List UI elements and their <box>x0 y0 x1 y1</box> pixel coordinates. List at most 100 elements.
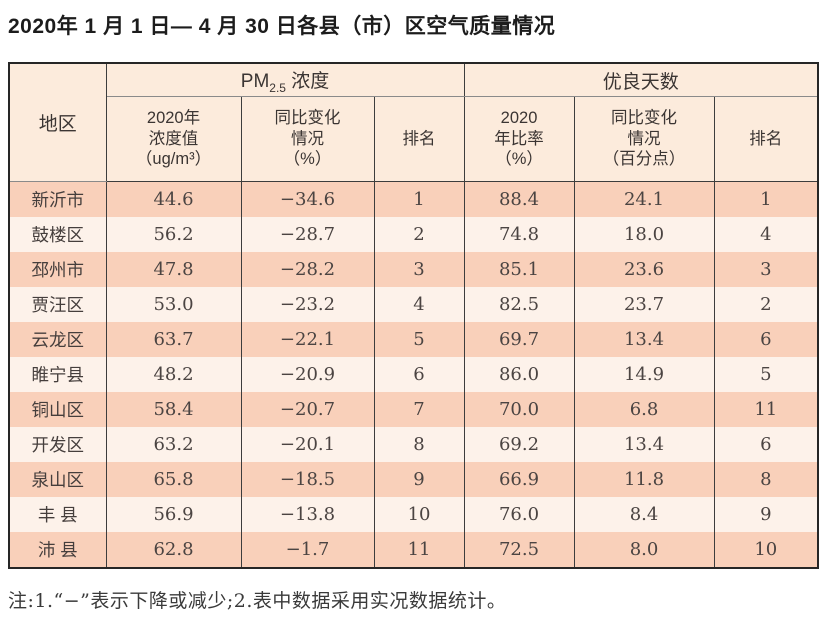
table-footnote: 注:1.“−”表示下降或减少;2.表中数据采用实况数据统计。 <box>8 590 507 612</box>
table-row: 睢宁县 48.2 −20.9 6 86.0 14.9 5 <box>8 357 819 392</box>
good-rank-cell: 4 <box>713 217 819 252</box>
good-change-cell: 8.0 <box>573 532 715 568</box>
good-change-cell: 13.4 <box>573 322 715 357</box>
pm25-label-main: PM <box>240 70 270 92</box>
pm-value-cell: 56.9 <box>105 497 242 532</box>
table-row: 云龙区 63.7 −22.1 5 69.7 13.4 6 <box>8 322 819 357</box>
good-ratio-cell: 66.9 <box>463 462 575 497</box>
region-cell: 新沂市 <box>8 181 107 217</box>
table-row: 开发区 63.2 −20.1 8 69.2 13.4 6 <box>8 427 819 462</box>
good-change-cell: 6.8 <box>573 392 715 427</box>
pm-value-cell: 62.8 <box>105 532 242 568</box>
pm-value-cell: 44.6 <box>105 181 242 217</box>
pm-change-cell: −23.2 <box>240 287 375 322</box>
col-group-good-days: 优良天数 <box>463 63 819 97</box>
pm25-label-sub: 2.5 <box>269 80 286 95</box>
region-cell: 鼓楼区 <box>8 217 107 252</box>
good-rank-cell: 9 <box>713 497 819 532</box>
pm-rank-cell: 6 <box>373 357 465 392</box>
good-ratio-cell: 74.8 <box>463 217 575 252</box>
pm-change-cell: −18.5 <box>240 462 375 497</box>
pm-rank-cell: 5 <box>373 322 465 357</box>
good-rank-cell: 6 <box>713 322 819 357</box>
pm-rank-cell: 3 <box>373 252 465 287</box>
pm-value-cell: 47.8 <box>105 252 242 287</box>
pm-rank-cell: 11 <box>373 532 465 568</box>
pm-change-cell: −20.9 <box>240 357 375 392</box>
pm-change-cell: −28.7 <box>240 217 375 252</box>
pm-value-cell: 58.4 <box>105 392 242 427</box>
air-quality-table: 地区 PM2.5 浓度 优良天数 2020年 浓度值 （ug/m³） 同比变化 … <box>8 62 820 569</box>
col-header-pm-rank: 排名 <box>373 96 465 182</box>
pm-rank-cell: 7 <box>373 392 465 427</box>
good-ratio-cell: 70.0 <box>463 392 575 427</box>
pm-value-cell: 63.7 <box>105 322 242 357</box>
table-row: 新沂市 44.6 −34.6 1 88.4 24.1 1 <box>8 181 819 217</box>
table-row: 丰 县 56.9 −13.8 10 76.0 8.4 9 <box>8 497 819 532</box>
pm-value-cell: 53.0 <box>105 287 242 322</box>
good-rank-cell: 8 <box>713 462 819 497</box>
region-cell: 铜山区 <box>8 392 107 427</box>
pm-change-cell: −22.1 <box>240 322 375 357</box>
pm-value-cell: 48.2 <box>105 357 242 392</box>
good-rank-cell: 3 <box>713 252 819 287</box>
pm-rank-cell: 1 <box>373 181 465 217</box>
region-cell: 开发区 <box>8 427 107 462</box>
good-rank-cell: 10 <box>713 532 819 568</box>
region-cell: 泉山区 <box>8 462 107 497</box>
region-cell: 睢宁县 <box>8 357 107 392</box>
pm-rank-cell: 8 <box>373 427 465 462</box>
pm-change-cell: −13.8 <box>240 497 375 532</box>
good-ratio-cell: 88.4 <box>463 181 575 217</box>
good-change-cell: 23.6 <box>573 252 715 287</box>
good-change-cell: 11.8 <box>573 462 715 497</box>
pm-rank-cell: 4 <box>373 287 465 322</box>
pm-value-cell: 63.2 <box>105 427 242 462</box>
good-ratio-cell: 86.0 <box>463 357 575 392</box>
good-rank-cell: 1 <box>713 181 819 217</box>
table-row: 沛 县 62.8 −1.7 11 72.5 8.0 10 <box>8 532 819 568</box>
header-sub-row: 2020年 浓度值 （ug/m³） 同比变化 情况 （%） 排名 2020 年比… <box>9 96 819 182</box>
col-header-good-ratio: 2020 年比率 （%） <box>463 96 575 182</box>
pm-change-cell: −20.7 <box>240 392 375 427</box>
page-title: 2020年 1 月 1 日— 4 月 30 日各县（市）区空气质量情况 <box>8 15 556 38</box>
table-row: 邳州市 47.8 −28.2 3 85.1 23.6 3 <box>8 252 819 287</box>
good-rank-cell: 6 <box>713 427 819 462</box>
good-change-cell: 24.1 <box>573 181 715 217</box>
good-rank-cell: 5 <box>713 357 819 392</box>
pm-change-cell: −20.1 <box>240 427 375 462</box>
pm25-label-rest: 浓度 <box>285 70 330 92</box>
col-header-good-change: 同比变化 情况 （百分点） <box>573 96 715 182</box>
col-header-good-rank: 排名 <box>713 96 819 182</box>
good-ratio-cell: 76.0 <box>463 497 575 532</box>
col-header-region: 地区 <box>8 63 107 182</box>
region-cell: 贾汪区 <box>8 287 107 322</box>
good-ratio-cell: 69.2 <box>463 427 575 462</box>
pm-rank-cell: 9 <box>373 462 465 497</box>
table-row: 贾汪区 53.0 −23.2 4 82.5 23.7 2 <box>8 287 819 322</box>
pm-change-cell: −28.2 <box>240 252 375 287</box>
region-cell: 丰 县 <box>8 497 107 532</box>
good-rank-cell: 2 <box>713 287 819 322</box>
good-rank-cell: 11 <box>713 392 819 427</box>
table-row: 铜山区 58.4 −20.7 7 70.0 6.8 11 <box>8 392 819 427</box>
header-group-row: 地区 PM2.5 浓度 优良天数 <box>8 63 819 182</box>
good-ratio-cell: 72.5 <box>463 532 575 568</box>
good-ratio-cell: 85.1 <box>463 252 575 287</box>
region-cell: 云龙区 <box>8 322 107 357</box>
col-group-pm25: PM2.5 浓度 <box>105 63 465 97</box>
good-change-cell: 13.4 <box>573 427 715 462</box>
pm-change-cell: −1.7 <box>240 532 375 568</box>
good-change-cell: 23.7 <box>573 287 715 322</box>
good-change-cell: 8.4 <box>573 497 715 532</box>
good-ratio-cell: 69.7 <box>463 322 575 357</box>
good-change-cell: 18.0 <box>573 217 715 252</box>
col-header-pm-change: 同比变化 情况 （%） <box>240 96 375 182</box>
pm-rank-cell: 10 <box>373 497 465 532</box>
col-header-pm-value: 2020年 浓度值 （ug/m³） <box>105 96 242 182</box>
pm-value-cell: 65.8 <box>105 462 242 497</box>
pm-rank-cell: 2 <box>373 217 465 252</box>
region-cell: 邳州市 <box>8 252 107 287</box>
pm-change-cell: −34.6 <box>240 181 375 217</box>
